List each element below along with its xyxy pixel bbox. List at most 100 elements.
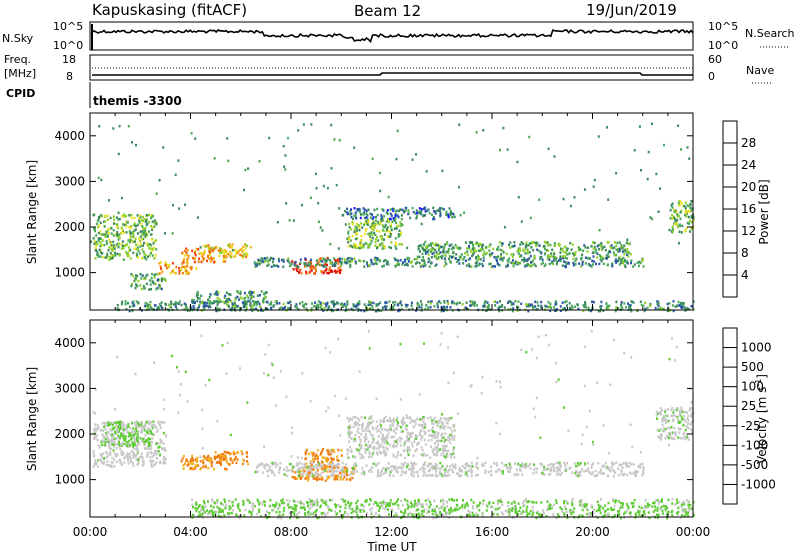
data-cell <box>571 471 573 474</box>
data-cell <box>361 446 363 449</box>
data-cell <box>375 241 377 244</box>
data-cell <box>396 445 398 448</box>
data-cell <box>295 261 297 264</box>
data-cell <box>339 257 341 260</box>
data-cell <box>492 265 494 268</box>
data-cell <box>678 304 680 307</box>
data-cell <box>143 278 145 281</box>
data-cell <box>397 209 399 212</box>
data-cell <box>422 256 424 259</box>
data-cell <box>690 428 692 431</box>
data-cell <box>270 303 272 306</box>
data-cell <box>519 248 521 251</box>
data-cell <box>131 216 133 219</box>
data-cell <box>304 263 306 266</box>
data-cell <box>581 263 583 266</box>
data-cell <box>328 269 330 272</box>
data-cell <box>651 123 653 126</box>
data-cell <box>407 209 409 212</box>
data-cell <box>595 470 597 473</box>
data-cell <box>137 214 139 217</box>
data-cell <box>348 426 350 429</box>
data-cell <box>592 252 594 255</box>
data-cell <box>335 475 337 478</box>
data-cell <box>413 425 415 428</box>
data-cell <box>161 301 163 304</box>
data-cell <box>359 247 361 250</box>
data-cell <box>530 255 532 258</box>
data-cell <box>503 257 505 260</box>
data-cell <box>571 305 573 308</box>
data-cell <box>466 250 468 253</box>
data-cell <box>337 449 339 452</box>
data-cell <box>591 466 593 469</box>
data-cell <box>577 462 579 465</box>
data-cell <box>152 420 154 423</box>
data-cell <box>353 258 355 261</box>
data-cell <box>316 304 318 307</box>
data-cell <box>292 466 294 469</box>
data-cell <box>141 225 143 228</box>
data-cell <box>368 234 370 237</box>
data-cell <box>484 253 486 256</box>
data-cell <box>253 303 255 306</box>
data-cell <box>309 270 311 273</box>
data-cell <box>499 300 501 303</box>
data-cell <box>430 262 432 265</box>
data-cell <box>204 458 206 461</box>
data-cell <box>453 247 455 250</box>
data-cell <box>565 251 567 254</box>
data-cell <box>353 426 355 429</box>
data-cell <box>551 262 553 265</box>
data-cell <box>98 224 100 227</box>
data-cell <box>224 451 226 454</box>
data-cell <box>366 210 368 213</box>
data-cell <box>156 223 158 226</box>
data-cell <box>554 155 556 158</box>
data-cell <box>379 222 381 225</box>
data-cell <box>284 168 286 171</box>
data-cell <box>594 242 596 245</box>
data-cell <box>398 264 400 267</box>
data-cell <box>234 249 236 252</box>
data-cell <box>106 452 108 455</box>
data-cell <box>156 442 158 445</box>
data-cell <box>157 306 159 309</box>
data-cell <box>425 454 427 457</box>
data-cell <box>456 261 458 264</box>
data-cell <box>584 462 586 465</box>
data-cell <box>348 245 350 248</box>
data-cell <box>412 207 414 210</box>
data-cell <box>625 266 627 269</box>
data-cell <box>676 305 678 308</box>
data-cell <box>415 463 417 466</box>
data-cell <box>131 422 133 425</box>
data-cell <box>491 252 493 255</box>
data-cell <box>451 430 453 433</box>
data-cell <box>468 465 470 468</box>
data-cell <box>304 466 306 469</box>
data-cell <box>425 252 427 255</box>
data-cell <box>691 215 693 218</box>
data-cell <box>386 211 388 214</box>
data-cell <box>196 457 198 460</box>
data-cell <box>559 251 561 254</box>
data-cell <box>115 223 117 226</box>
data-cell <box>603 465 605 468</box>
data-cell <box>293 219 295 222</box>
data-cell <box>401 218 403 221</box>
data-cell <box>569 307 571 310</box>
data-cell <box>362 470 364 473</box>
data-cell <box>289 219 291 222</box>
data-cell <box>239 293 241 296</box>
data-cell <box>110 448 112 451</box>
data-cell <box>379 190 381 193</box>
data-cell <box>271 469 273 472</box>
data-cell <box>441 170 443 173</box>
data-cell <box>202 461 204 464</box>
data-cell <box>184 254 186 256</box>
data-cell <box>431 419 433 422</box>
data-cell <box>351 450 353 453</box>
data-cell <box>661 409 663 412</box>
